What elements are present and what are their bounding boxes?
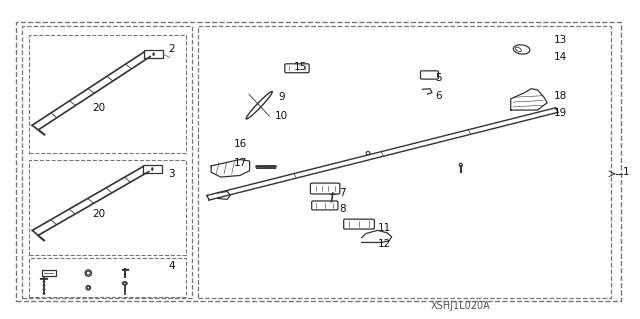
Text: 9: 9: [278, 92, 285, 102]
Text: 20: 20: [93, 209, 106, 219]
Text: 13: 13: [554, 35, 566, 45]
Text: 16: 16: [234, 138, 246, 149]
Text: 20: 20: [93, 103, 106, 114]
Text: 5: 5: [435, 73, 442, 83]
Text: 10: 10: [275, 111, 288, 122]
Text: 17: 17: [234, 158, 246, 168]
Bar: [29, 160, 186, 255]
Text: 3: 3: [168, 169, 175, 179]
Text: 6: 6: [435, 91, 442, 101]
Bar: [16, 22, 621, 301]
Bar: [198, 26, 611, 298]
Bar: [29, 35, 186, 153]
Text: 4: 4: [168, 261, 175, 271]
Text: 12: 12: [378, 239, 390, 249]
Bar: [29, 258, 186, 297]
Text: 15: 15: [294, 62, 307, 72]
Text: 18: 18: [554, 91, 566, 101]
Bar: [22, 26, 192, 298]
Ellipse shape: [122, 282, 127, 285]
Text: 1: 1: [623, 167, 629, 177]
Text: 7: 7: [339, 188, 346, 198]
Text: 2: 2: [168, 44, 175, 55]
Text: 11: 11: [378, 223, 390, 233]
Text: 8: 8: [339, 204, 346, 214]
Text: 19: 19: [554, 108, 566, 118]
Text: XSHJ1L020A: XSHJ1L020A: [431, 301, 491, 311]
Ellipse shape: [85, 270, 92, 276]
Ellipse shape: [86, 286, 90, 290]
Text: 14: 14: [554, 52, 566, 63]
